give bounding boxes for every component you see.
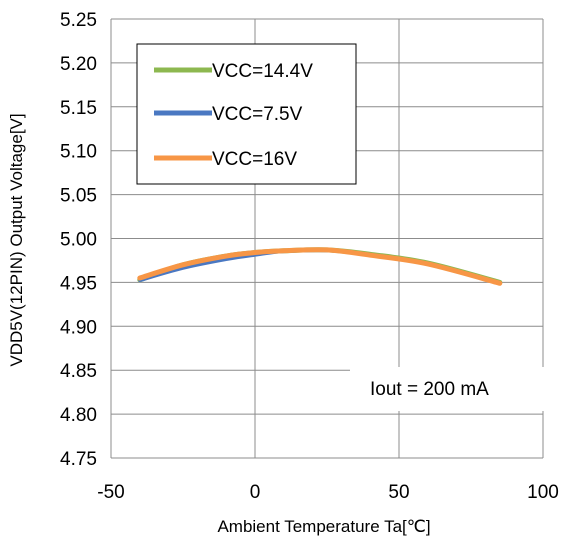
- y-tick-label: 5.25: [60, 10, 97, 31]
- y-tick-label: 5.10: [60, 142, 97, 163]
- y-tick-label: 5.15: [60, 98, 97, 119]
- x-tick-label: 50: [388, 482, 409, 503]
- annotation-box: Iout = 200 mA: [350, 367, 546, 411]
- y-tick-label: 4.95: [60, 273, 97, 294]
- annotation-text: Iout = 200 mA: [370, 379, 489, 400]
- y-axis-title: VDD5V(12PIN) Output Voltage[V]: [7, 113, 26, 366]
- x-tick-label: 100: [527, 482, 559, 503]
- x-tick-label: 0: [250, 482, 261, 503]
- y-tick-label: 5.20: [60, 54, 97, 75]
- legend-label-1: VCC=7.5V: [212, 104, 303, 125]
- legend: VCC=14.4V VCC=7.5V VCC=16V: [136, 43, 357, 185]
- series-lines: [137, 247, 503, 286]
- series-line-2: [137, 247, 503, 286]
- legend-label-0: VCC=14.4V: [212, 61, 313, 82]
- legend-label-2: VCC=16V: [212, 149, 297, 170]
- y-tick-label: 4.85: [60, 361, 97, 382]
- x-axis-title: Ambient Temperature Ta[℃]: [217, 517, 430, 536]
- axis-tick-labels: 4.75 4.80 4.85 4.90 4.95 5.00 5.05 5.10 5.15 5.20…: [60, 10, 559, 503]
- y-tick-label: 4.75: [60, 449, 97, 470]
- y-tick-label: 5.00: [60, 230, 97, 251]
- x-tick-label: -50: [97, 482, 124, 503]
- y-tick-label: 4.90: [60, 317, 97, 338]
- y-tick-label: 5.05: [60, 186, 97, 207]
- y-tick-label: 4.80: [60, 405, 97, 426]
